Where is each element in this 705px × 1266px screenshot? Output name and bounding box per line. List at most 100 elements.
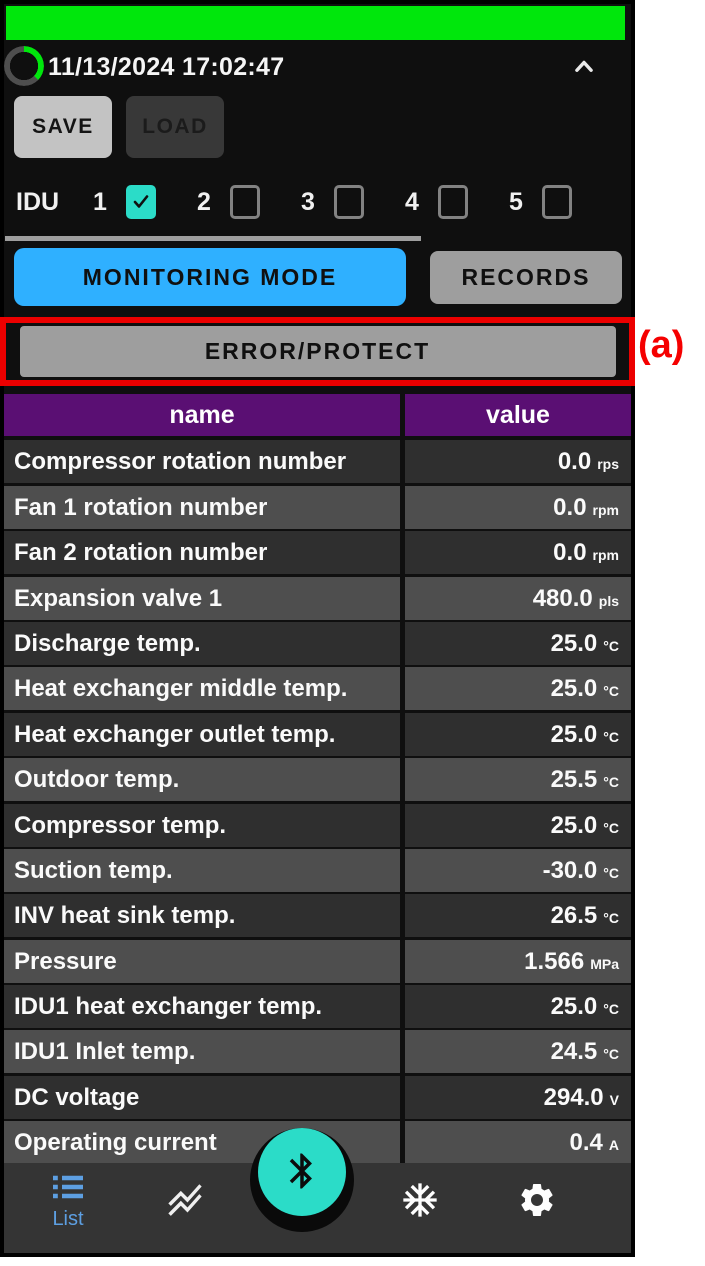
row-name: Fan 1 rotation number bbox=[4, 485, 400, 529]
idu-unit-checkbox[interactable] bbox=[334, 185, 364, 219]
row-name: Suction temp. bbox=[4, 848, 400, 892]
error-protect-button[interactable]: ERROR/PROTECT bbox=[19, 326, 616, 377]
table-row: INV heat sink temp. 26.5 °C bbox=[4, 894, 631, 938]
row-name: IDU1 Inlet temp. bbox=[4, 1030, 400, 1074]
row-name: DC voltage bbox=[4, 1075, 400, 1119]
records-button[interactable]: RECORDS bbox=[430, 251, 622, 304]
gear-icon bbox=[517, 1180, 557, 1223]
timestamp: 11/13/2024 17:02:47 bbox=[48, 53, 285, 81]
table-row: Pressure 1.566 MPa bbox=[4, 939, 631, 983]
row-value-number: 25.5 bbox=[550, 766, 598, 794]
list-icon bbox=[50, 1172, 86, 1205]
circular-progress-spinner bbox=[4, 46, 44, 86]
row-name: Compressor rotation number bbox=[4, 440, 400, 484]
row-value-number: 25.0 bbox=[550, 811, 598, 839]
row-value-unit: °C bbox=[603, 774, 619, 791]
row-value-number: 25.0 bbox=[550, 675, 598, 703]
table-row: Compressor rotation number 0.0 rps bbox=[4, 440, 631, 484]
idu-unit-checkbox[interactable] bbox=[438, 185, 468, 219]
table-row: Fan 2 rotation number 0.0 rpm bbox=[4, 531, 631, 575]
idu-unit-option: 1 bbox=[90, 185, 194, 219]
idu-selector: IDU 1 2 3 4 5 bbox=[16, 180, 610, 224]
figure-annotation-a: (a) bbox=[638, 324, 685, 366]
idu-unit-checkbox[interactable] bbox=[126, 185, 156, 219]
row-name: Heat exchanger middle temp. bbox=[4, 667, 400, 711]
table-row: Compressor temp. 25.0 °C bbox=[4, 803, 631, 847]
table-row: Outdoor temp. 25.5 °C bbox=[4, 758, 631, 802]
row-value: 25.0 °C bbox=[405, 621, 631, 665]
row-value-unit: °C bbox=[603, 637, 619, 654]
idu-label: IDU bbox=[16, 187, 60, 216]
table-row: Discharge temp. 25.0 °C bbox=[4, 621, 631, 665]
row-value-unit: °C bbox=[603, 819, 619, 836]
row-value: 294.0 V bbox=[405, 1075, 631, 1119]
nav-tab-settings[interactable] bbox=[512, 1180, 562, 1223]
save-button[interactable]: SAVE bbox=[14, 96, 112, 158]
load-button[interactable]: LOAD bbox=[126, 96, 224, 158]
bluetooth-icon bbox=[281, 1150, 323, 1195]
row-value: 25.0 °C bbox=[405, 985, 631, 1029]
idu-unit-option: 3 bbox=[298, 185, 402, 219]
table-row: IDU1 Inlet temp. 24.5 °C bbox=[4, 1030, 631, 1074]
row-value-number: 26.5 bbox=[550, 902, 598, 930]
row-value-number: 0.0 bbox=[553, 493, 587, 521]
row-value-unit: rpm bbox=[592, 547, 619, 564]
stacked-line-chart-icon bbox=[165, 1180, 205, 1223]
table-row: Heat exchanger middle temp. 25.0 °C bbox=[4, 667, 631, 711]
status-banner bbox=[6, 6, 625, 40]
row-name: INV heat sink temp. bbox=[4, 894, 400, 938]
monitoring-mode-button[interactable]: MONITORING MODE bbox=[14, 248, 406, 306]
idu-checkbox-group: 1 2 3 4 5 bbox=[90, 185, 610, 219]
row-value: 25.0 °C bbox=[405, 803, 631, 847]
idu-unit-number: 3 bbox=[301, 187, 315, 216]
column-header-name: name bbox=[4, 394, 400, 436]
nav-tab-list[interactable]: List bbox=[30, 1172, 106, 1231]
row-value-number: 24.5 bbox=[550, 1038, 598, 1066]
table-row: Suction temp. -30.0 °C bbox=[4, 848, 631, 892]
row-name: Discharge temp. bbox=[4, 621, 400, 665]
row-value-unit: °C bbox=[603, 1001, 619, 1018]
row-value: -30.0 °C bbox=[405, 848, 631, 892]
row-value: 25.0 °C bbox=[405, 712, 631, 756]
idu-unit-checkbox[interactable] bbox=[542, 185, 572, 219]
table-row: Expansion valve 1 480.0 pls bbox=[4, 576, 631, 620]
row-name: Fan 2 rotation number bbox=[4, 531, 400, 575]
row-value-unit: °C bbox=[603, 910, 619, 927]
table-header: name value bbox=[4, 394, 631, 436]
nav-tab-cooling[interactable] bbox=[395, 1180, 445, 1223]
row-value-number: 0.4 bbox=[569, 1129, 603, 1157]
row-value-number: 1.566 bbox=[524, 947, 585, 975]
row-value-number: 25.0 bbox=[550, 993, 598, 1021]
row-value: 0.0 rpm bbox=[405, 485, 631, 529]
row-value-unit: rps bbox=[597, 456, 619, 473]
row-value: 480.0 pls bbox=[405, 576, 631, 620]
idu-unit-number: 1 bbox=[93, 187, 107, 216]
horizontal-scroll-indicator[interactable] bbox=[5, 236, 421, 241]
row-value-unit: V bbox=[609, 1091, 619, 1108]
idu-unit-checkbox[interactable] bbox=[230, 185, 260, 219]
row-value-unit: A bbox=[608, 1137, 619, 1154]
row-value-unit: rpm bbox=[592, 501, 619, 518]
row-value: 25.5 °C bbox=[405, 758, 631, 802]
row-value-number: 25.0 bbox=[550, 629, 598, 657]
table-row: Heat exchanger outlet temp. 25.0 °C bbox=[4, 712, 631, 756]
collapse-panel-button[interactable] bbox=[566, 49, 602, 85]
table-row: Fan 1 rotation number 0.0 rpm bbox=[4, 485, 631, 529]
nav-tab-list-label: List bbox=[52, 1208, 84, 1230]
row-name: Outdoor temp. bbox=[4, 758, 400, 802]
row-name: Pressure bbox=[4, 939, 400, 983]
row-value-number: 0.0 bbox=[557, 448, 592, 476]
bluetooth-fab-button[interactable] bbox=[258, 1128, 346, 1216]
row-value-number: 0.0 bbox=[553, 539, 587, 567]
row-value: 0.0 rpm bbox=[405, 531, 631, 575]
row-value-number: 25.0 bbox=[550, 720, 598, 748]
row-value-unit: °C bbox=[603, 864, 619, 881]
nav-tab-chart[interactable] bbox=[160, 1180, 210, 1223]
idu-unit-option: 2 bbox=[194, 185, 298, 219]
idu-unit-number: 4 bbox=[405, 187, 419, 216]
idu-unit-number: 5 bbox=[509, 187, 523, 216]
row-value-unit: °C bbox=[603, 1046, 619, 1063]
row-value: 0.0 rps bbox=[405, 440, 631, 484]
row-name: IDU1 heat exchanger temp. bbox=[4, 985, 400, 1029]
